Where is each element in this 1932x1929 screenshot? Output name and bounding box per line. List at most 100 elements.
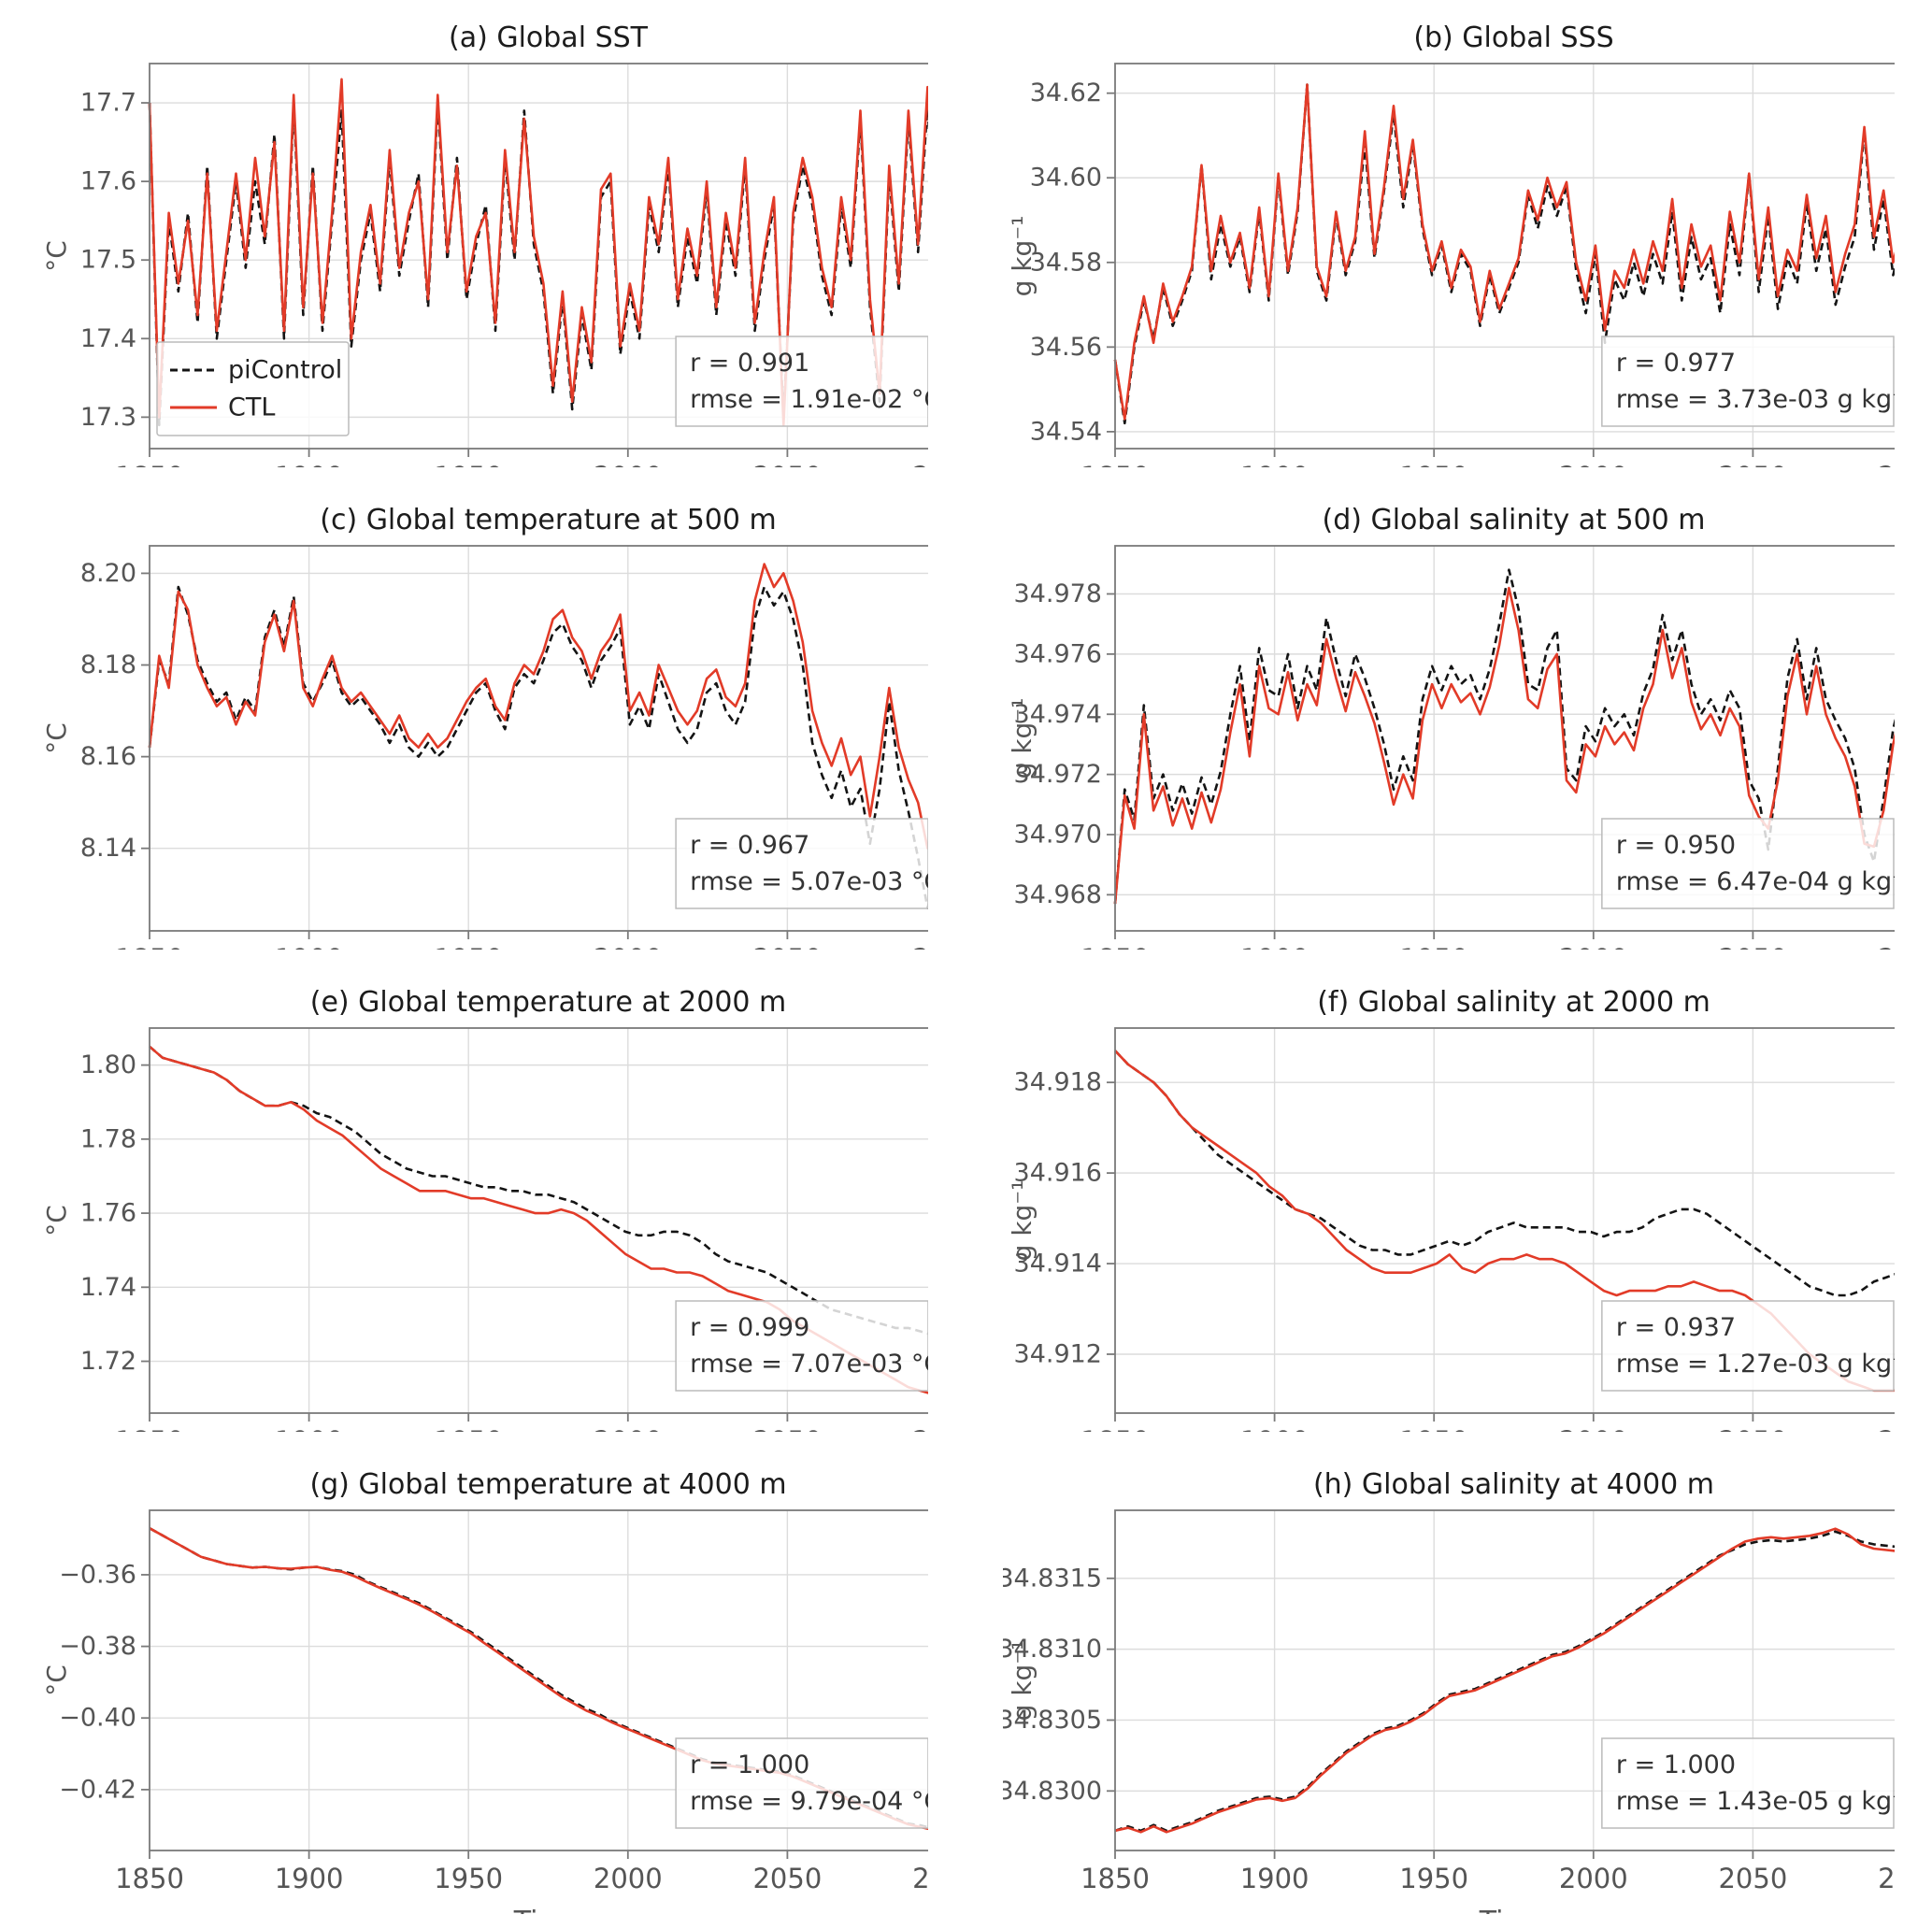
stats-box: r = 0.977 rmse = 3.73e-03 g kg⁻¹ [1601,336,1895,427]
x-tick-label: 1950 [1399,461,1468,467]
y-tick-label: 17.5 [80,246,136,275]
y-tick-label: 1.76 [80,1199,136,1228]
axes-spines [149,1027,928,1414]
y-tick-label: −0.40 [59,1704,136,1733]
x-tick-label: 1850 [115,1425,184,1432]
y-tick-label: 34.54 [1030,417,1102,446]
x-tick-label: 2100 [912,1863,928,1894]
y-tick-label: 34.58 [1030,248,1102,277]
y-tick-label: 34.8305 [1003,1706,1102,1735]
stats-r: r = 0.999 [690,1313,809,1342]
chart-title: (a) Global SST [449,21,649,54]
x-tick-label: 2100 [912,461,928,467]
y-tick-label: 34.968 [1014,880,1102,909]
x-tick-label: 2050 [752,1863,822,1894]
panel-e: 1850 1900 1950 2000 2050 2100 1.72 1.74 1.76 1.78… [37,979,928,1432]
stats-rmse: rmse = 7.07e-03 °C [690,1350,928,1379]
stats-box: r = 0.999 rmse = 7.07e-03 °C [675,1300,928,1392]
ticks: 1850 1900 1950 2000 2050 2100 34.8300 34.8305 34… [1003,1564,1895,1894]
stats-r: r = 0.950 [1616,831,1736,860]
stats-box: r = 0.991 rmse = 1.91e-02 °C [675,336,928,427]
stats-rmse: rmse = 5.07e-03 °C [690,867,928,896]
chart-title: (d) Global salinity at 500 m [1322,504,1705,536]
x-tick-label: 2000 [1559,943,1628,950]
x-tick-label: 1950 [434,1425,503,1432]
chart-title: (h) Global salinity at 4000 m [1313,1468,1714,1501]
x-tick-label: 2100 [912,1425,928,1432]
x-tick-label: 2000 [1559,1863,1628,1894]
y-tick-label: 34.8310 [1003,1635,1102,1664]
x-tick-label: 1900 [275,461,344,467]
axes-spines [1114,63,1895,450]
series-CTL [1114,1527,1895,1834]
ticks: 1850 1900 1950 2000 2050 2100 −0.36 −0.38 −0.40 −… [59,1560,928,1894]
axes-spines [1114,1509,1895,1851]
chart-title: (c) Global temperature at 500 m [320,504,776,536]
y-tick-label: 34.970 [1014,821,1102,850]
y-tick-label: 34.60 [1030,164,1102,193]
x-tick-label: 2100 [1878,1863,1895,1894]
axes-spines [149,63,928,450]
x-tick-label: 1950 [434,1863,503,1894]
stats-box: r = 0.967 rmse = 5.07e-03 °C [675,818,928,909]
x-tick-label: 1850 [115,461,184,467]
y-axis-label: °C [41,240,72,272]
x-tick-label: 2100 [1878,943,1895,950]
chart-title: (e) Global temperature at 2000 m [310,986,787,1019]
panel-h: 1850 1900 1950 2000 2050 2100 34.8300 34.8305 34… [1003,1462,1895,1914]
x-tick-label: 1900 [1240,943,1309,950]
chart-b: 1850 1900 1950 2000 2050 2100 34.54 34.56 34.58 3… [1003,15,1895,467]
ticks: 1850 1900 1950 2000 2050 2100 17.3 17.4 17.5 17.6… [80,89,928,467]
grid [1115,64,1895,449]
series-CTL [1113,586,1895,905]
x-tick-label: 2100 [912,943,928,950]
ticks: 1850 1900 1950 2000 2050 2100 1.72 1.74 1.76 1.78… [80,1050,928,1432]
stats-rmse: rmse = 1.43e-05 g kg⁻¹ [1616,1787,1895,1816]
panel-b: 1850 1900 1950 2000 2050 2100 34.54 34.56 34.58 3… [1003,15,1895,467]
y-axis-label: °C [41,1205,72,1236]
stats-r: r = 0.977 [1616,349,1736,378]
x-tick-label: 1950 [434,943,503,950]
stats-rmse: rmse = 3.73e-03 g kg⁻¹ [1616,385,1895,414]
stats-rmse: rmse = 1.91e-02 °C [690,385,928,414]
x-tick-label: 1950 [1399,1425,1468,1432]
y-tick-label: 34.914 [1014,1250,1102,1279]
axes-spines [1114,1027,1895,1414]
panel-a: 1850 1900 1950 2000 2050 2100 17.3 17.4 17.5 17.6… [37,15,928,467]
y-tick-label: 17.6 [80,167,136,196]
x-tick-label: 2000 [594,461,663,467]
series-CTL [148,78,928,427]
stats-box: r = 1.000 rmse = 1.43e-05 g kg⁻¹ [1601,1737,1895,1829]
ticks: 1850 1900 1950 2000 2050 2100 34.54 34.56 34.58 3… [1030,79,1895,467]
chart-title: (g) Global temperature at 4000 m [309,1468,786,1501]
x-tick-label: 1850 [115,1863,184,1894]
x-tick-label: 2100 [1878,461,1895,467]
grid [150,1510,928,1850]
x-tick-label: 2000 [1559,1425,1628,1432]
x-tick-label: 1850 [1080,461,1150,467]
series-piControl [1113,568,1895,905]
stats-box: r = 1.000 rmse = 9.79e-04 °C [675,1737,928,1829]
y-tick-label: 1.78 [80,1124,136,1153]
y-tick-label: 8.18 [80,650,136,679]
y-tick-label: 34.918 [1014,1068,1102,1097]
x-tick-label: 2050 [752,1425,822,1432]
y-tick-label: −0.42 [59,1775,136,1804]
x-tick-label: 1850 [1080,943,1150,950]
x-axis-label: Time [513,1906,582,1914]
stats-rmse: rmse = 9.79e-04 °C [690,1787,928,1816]
chart-f: 1850 1900 1950 2000 2050 2100 34.912 34.914 34.9… [1003,979,1895,1432]
series-piControl [149,1527,928,1829]
stats-r: r = 1.000 [690,1750,809,1779]
panel-background [1003,1462,1895,1914]
y-tick-label: 17.4 [80,324,136,353]
series-piControl [1113,83,1895,425]
chart-e: 1850 1900 1950 2000 2050 2100 1.72 1.74 1.76 1.78… [37,979,928,1432]
x-tick-label: 1900 [1240,1425,1309,1432]
y-tick-label: 34.972 [1014,760,1102,789]
ticks: 1850 1900 1950 2000 2050 2100 8.14 8.16 8.18 8.20 [80,559,928,950]
y-tick-label: 8.16 [80,742,136,771]
y-axis-label: °C [41,722,72,754]
y-tick-label: 34.8300 [1003,1777,1102,1806]
y-tick-label: −0.38 [59,1632,136,1661]
